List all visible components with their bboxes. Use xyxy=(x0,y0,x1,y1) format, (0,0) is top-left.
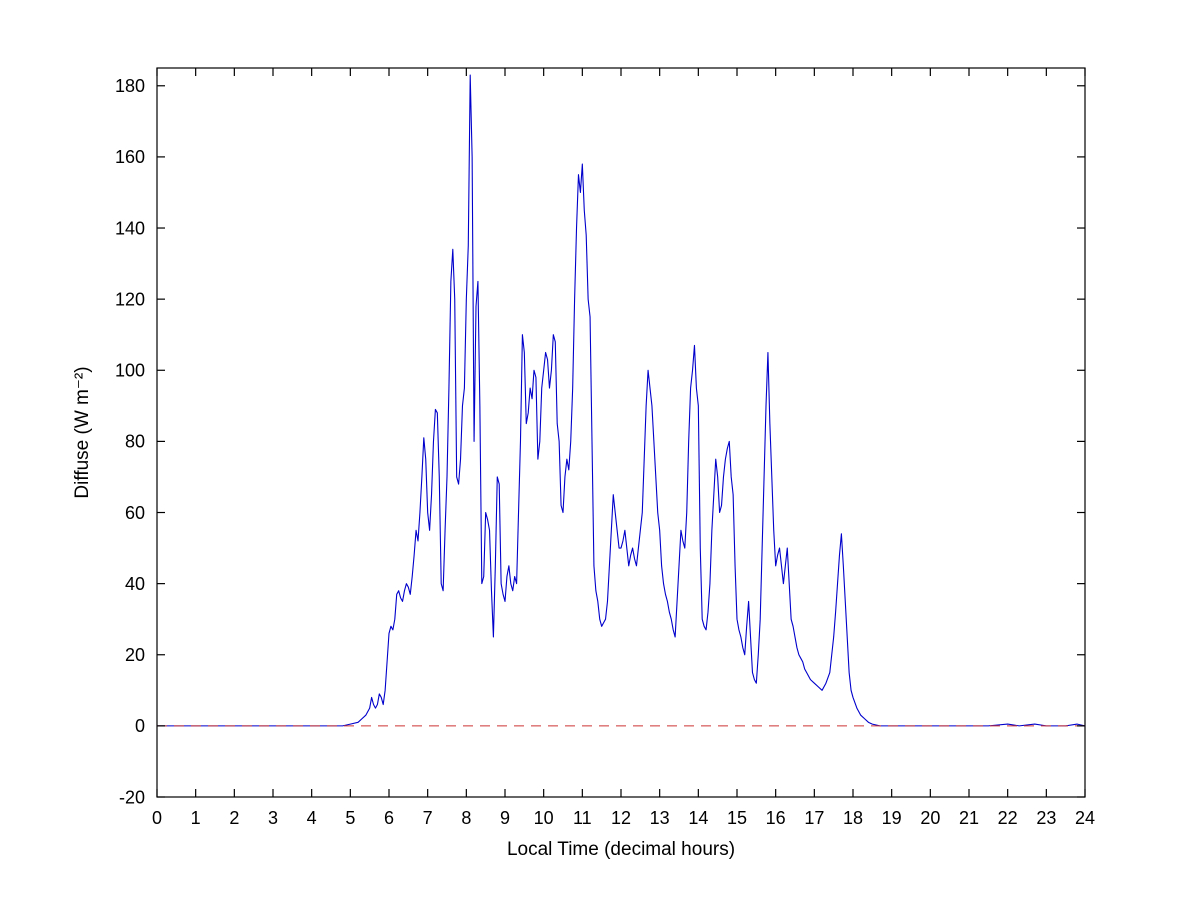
x-tick-label: 11 xyxy=(573,808,592,828)
y-tick-label: 120 xyxy=(115,289,145,309)
y-tick-label: 160 xyxy=(115,147,145,167)
x-tick-label: 23 xyxy=(1036,808,1056,828)
x-tick-label: 10 xyxy=(534,808,554,828)
y-tick-label: 80 xyxy=(125,432,145,452)
y-tick-label: 20 xyxy=(125,645,145,665)
x-tick-label: 1 xyxy=(191,808,201,828)
x-tick-label: 24 xyxy=(1075,808,1095,828)
y-tick-label: 0 xyxy=(135,716,145,736)
y-axis-label: Diffuse (W m⁻²) xyxy=(72,366,93,498)
y-tick-label: -20 xyxy=(119,787,145,807)
x-tick-label: 13 xyxy=(650,808,670,828)
x-tick-label: 3 xyxy=(268,808,278,828)
x-tick-label: 20 xyxy=(920,808,940,828)
y-tick-label: 100 xyxy=(115,361,145,381)
x-tick-label: 9 xyxy=(500,808,510,828)
x-tick-label: 0 xyxy=(152,808,162,828)
x-tick-label: 6 xyxy=(384,808,394,828)
x-tick-label: 21 xyxy=(959,808,979,828)
x-tick-label: 22 xyxy=(998,808,1018,828)
x-tick-label: 12 xyxy=(611,808,631,828)
x-tick-label: 15 xyxy=(727,808,747,828)
x-tick-label: 7 xyxy=(423,808,433,828)
x-tick-label: 16 xyxy=(766,808,786,828)
plot-box xyxy=(156,67,1086,798)
x-tick-label: 2 xyxy=(229,808,239,828)
x-tick-label: 8 xyxy=(461,808,471,828)
y-tick-label: 140 xyxy=(115,218,145,238)
y-tick-label: 40 xyxy=(125,574,145,594)
y-tick-label: 180 xyxy=(115,76,145,96)
x-tick-label: 18 xyxy=(843,808,863,828)
x-tick-label: 5 xyxy=(345,808,355,828)
x-axis-label: Local Time (decimal hours) xyxy=(507,839,735,860)
series-diffuse-irradiance xyxy=(157,74,1086,727)
y-tick-label: 60 xyxy=(125,503,145,523)
x-tick-label: 4 xyxy=(307,808,317,828)
x-tick-label: 14 xyxy=(688,808,708,828)
x-tick-label: 19 xyxy=(882,808,902,828)
x-tick-label: 17 xyxy=(804,808,824,828)
